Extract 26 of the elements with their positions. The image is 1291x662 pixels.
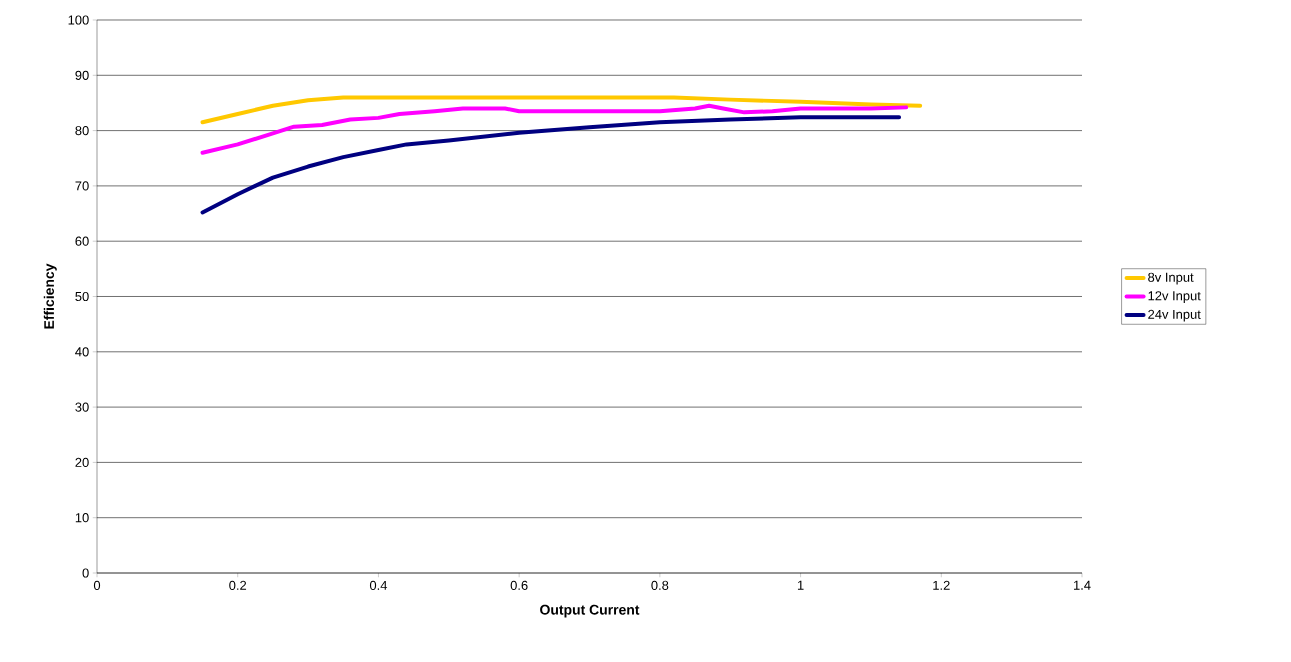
y-tick-label: 20: [75, 457, 89, 467]
y-tick-label: 90: [75, 70, 89, 80]
y-tick-label: 50: [75, 291, 89, 302]
x-tick-label: 0.6: [510, 580, 528, 590]
legend-label: 24v Input: [1148, 309, 1201, 322]
y-tick-label: 40: [75, 347, 89, 357]
x-tick-label: 0.2: [229, 580, 247, 590]
y-tick-label: 80: [75, 126, 89, 136]
x-tick-label: 0: [93, 580, 101, 590]
y-axis-title: Efficiency: [43, 263, 57, 329]
y-tick-label: 70: [75, 181, 89, 191]
y-tick-label: 30: [75, 402, 89, 412]
y-tick-label: 10: [75, 513, 89, 523]
x-tick-label: 1.2: [933, 580, 950, 590]
y-tick-label: 100: [68, 15, 89, 25]
x-tick-label: 0.8: [651, 580, 669, 590]
y-tick-label: 60: [75, 236, 89, 246]
x-axis-title: Output Current: [540, 604, 640, 618]
x-tick-label: 0.4: [369, 580, 388, 590]
line-series: [200, 115, 902, 215]
y-tick-label: 0: [82, 568, 89, 578]
x-tick-label: 1: [797, 580, 804, 590]
legend-label: 8v Input: [1148, 272, 1194, 285]
legend-label: 12v Input: [1148, 291, 1201, 303]
x-tick-label: 1.4: [1073, 580, 1091, 590]
line-series: [200, 103, 909, 155]
